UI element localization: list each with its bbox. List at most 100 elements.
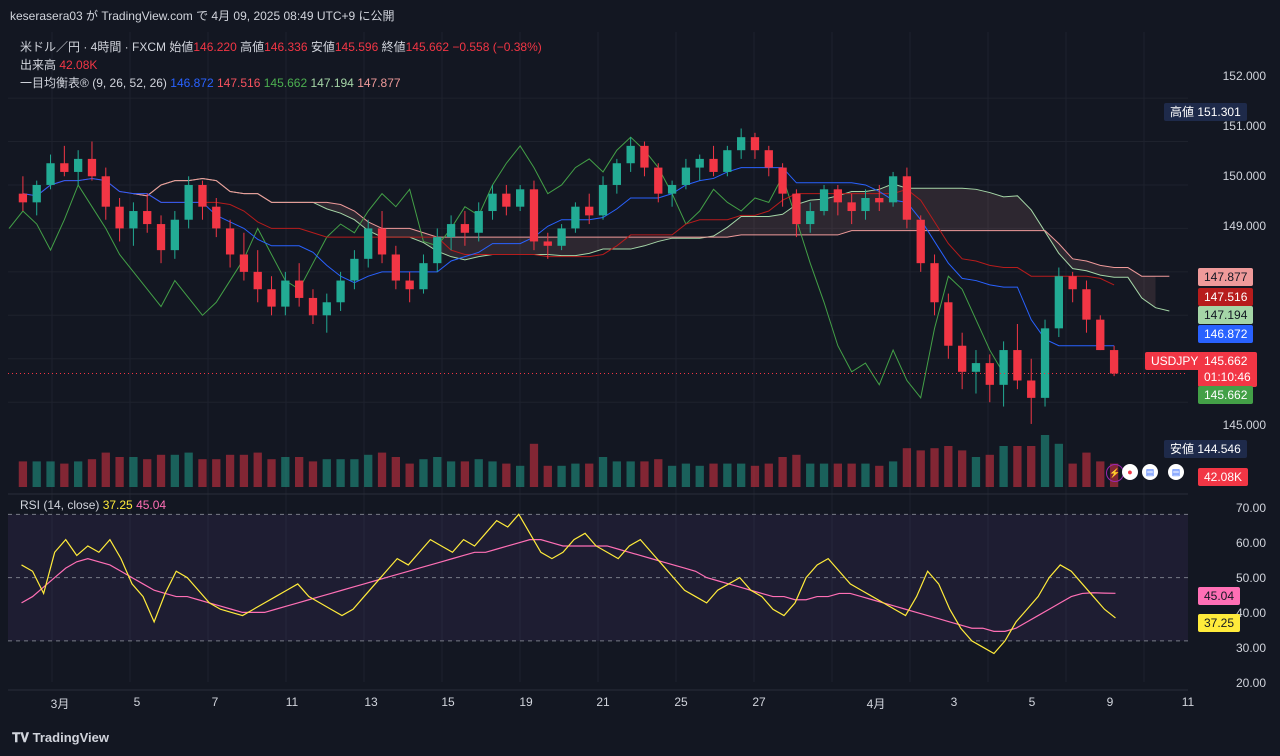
candle-body <box>750 137 760 151</box>
candle-body <box>833 189 842 203</box>
volume-bar <box>640 461 649 487</box>
candle-body <box>1054 276 1063 329</box>
candle-body <box>32 184 41 203</box>
us-flag-icon[interactable]: ▤ <box>1168 464 1184 480</box>
brand-name: TradingView <box>32 730 109 745</box>
candle-body <box>723 150 732 172</box>
low-value: 145.596 <box>334 40 379 54</box>
volume-bar <box>46 461 55 487</box>
volume-value: 42.08K <box>59 58 98 72</box>
low-label: 安値 <box>310 40 335 54</box>
candle-body <box>295 280 304 298</box>
rsi-tick: 30.00 <box>1235 641 1266 655</box>
volume-bar <box>681 463 691 487</box>
japan-flag-icon[interactable]: ● <box>1122 464 1138 480</box>
volume-bar <box>944 446 953 487</box>
open-label: 始値 <box>169 40 194 54</box>
close-label: 終値 <box>381 40 406 54</box>
symbol-label[interactable]: 米ドル／円 · 4時間 · FXCM <box>20 40 166 54</box>
ichimoku-params: (9, 26, 52, 26) <box>92 76 167 90</box>
candle-body <box>1013 350 1022 381</box>
candle-body <box>847 202 856 212</box>
candle-body <box>115 206 124 229</box>
rsi-label[interactable]: RSI (14, close) <box>20 498 100 512</box>
senkou-b-value: 147.877 <box>357 76 401 90</box>
time-tick: 9 <box>1106 695 1114 709</box>
candle-body <box>1040 328 1050 398</box>
candle-body <box>87 158 97 177</box>
low-marker: 安値 144.546 <box>1164 440 1247 458</box>
volume-bar <box>212 459 221 487</box>
chikou-value: 145.662 <box>263 76 308 90</box>
volume-tag: 42.08K <box>1198 468 1249 486</box>
volume-bar <box>419 459 428 487</box>
volume-bar <box>239 454 249 487</box>
volume-bar <box>571 463 580 487</box>
candle-body <box>60 163 69 172</box>
ichimoku-legend: 一目均衡表® (9, 26, 52, 26) 146.872 147.516 1… <box>20 76 401 90</box>
volume-bar <box>170 454 179 487</box>
candle-body <box>654 167 663 194</box>
candle-body <box>322 302 331 316</box>
us-flag-icon[interactable]: ▤ <box>1142 464 1158 480</box>
volume-bar <box>433 457 442 487</box>
chart-svg[interactable] <box>8 32 1200 718</box>
volume-legend: 出来高 42.08K <box>20 56 97 73</box>
rsi-ma-tag: 45.04 <box>1198 587 1241 605</box>
rsi-tick: 60.00 <box>1235 536 1266 550</box>
volume-bar <box>778 457 787 487</box>
volume-bar <box>322 459 331 487</box>
candle-body <box>1109 350 1119 374</box>
high-value: 146.336 <box>264 40 308 54</box>
senkou-b-line <box>133 177 1170 277</box>
candle-body <box>612 163 621 185</box>
volume-bar <box>267 459 276 487</box>
volume-bar <box>225 454 235 487</box>
time-tick: 3 <box>950 695 958 709</box>
tradingview-logo[interactable]: 𝐓𝐕 TradingView <box>12 730 109 746</box>
volume-bar <box>750 465 760 487</box>
senkou-a-value: 147.194 <box>310 76 354 90</box>
candle-body <box>184 184 193 220</box>
price-tick: 149.000 <box>1222 219 1266 233</box>
publish-line: keserasera03 が TradingView.com で 4月 09, … <box>10 9 395 23</box>
high-label: 高値 <box>240 40 265 54</box>
last-price-tag: 145.662 01:10:46 <box>1198 352 1257 387</box>
candle-body <box>446 224 456 238</box>
symbol-tag[interactable]: USDJPY <box>1145 352 1205 370</box>
time-tick: 27 <box>752 695 766 709</box>
time-tick: 3月 <box>50 697 70 711</box>
candle-body <box>557 228 566 246</box>
volume-bar <box>377 452 387 487</box>
ichimoku-label[interactable]: 一目均衡表 <box>20 76 81 90</box>
volume-bar <box>129 457 138 487</box>
candle-body <box>405 280 414 290</box>
volume-bar <box>764 463 773 487</box>
volume-bar <box>502 463 511 487</box>
candle-body <box>985 363 994 385</box>
time-tick: 7 <box>211 695 219 709</box>
price-tick: 145.000 <box>1222 418 1266 432</box>
volume-bar <box>875 465 884 487</box>
volume-bar <box>971 457 981 487</box>
low-marker-value: 144.546 <box>1197 442 1241 456</box>
volume-bar <box>295 457 304 487</box>
candle-body <box>971 363 981 372</box>
tv-icon: 𝐓𝐕 <box>12 730 29 745</box>
volume-bar <box>861 463 870 487</box>
volume-bar <box>695 465 704 487</box>
volume-bar <box>516 465 525 487</box>
high-marker-value: 151.301 <box>1197 105 1241 119</box>
candle-body <box>944 302 953 346</box>
volume-bar <box>612 461 621 487</box>
candle-body <box>101 176 110 207</box>
volume-bar <box>723 463 732 487</box>
volume-bar <box>74 461 83 487</box>
candle-body <box>225 228 235 255</box>
rsi-band-fill <box>8 514 1188 641</box>
volume-bar <box>460 461 470 487</box>
volume-label[interactable]: 出来高 <box>20 58 57 72</box>
volume-bar <box>364 454 373 487</box>
volume-bar <box>806 463 815 487</box>
chikou-tag: 145.662 <box>1198 386 1254 404</box>
